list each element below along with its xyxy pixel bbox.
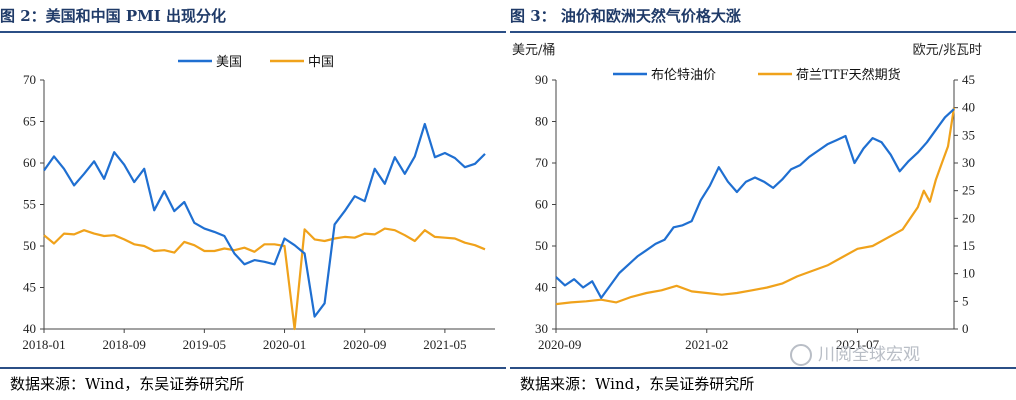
price-line-chart: 美元/桶 欧元/兆瓦时 30 40 50 60 70 80 90 0 5 10 15 20 25 30 35 40… (512, 43, 982, 352)
right-y-tick-label: 20 (962, 210, 975, 225)
figure-panel-usa-china-pmi: 图 2：美国和中国 PMI 出现分化 40 45 50 55 60 65 70 2018-01… (0, 0, 506, 400)
watermark: 川阅全球宏观 (790, 340, 920, 370)
figure-title: 图 2：美国和中国 PMI 出现分化 (0, 7, 227, 25)
left-y-tick-label: 80 (535, 114, 548, 129)
x-tick-label: 2018-01 (22, 337, 65, 352)
source-divider (0, 367, 506, 369)
left-y-tick-label: 70 (535, 155, 548, 170)
right-y-tick-label: 45 (962, 72, 975, 87)
left-y-tick-label: 60 (535, 197, 548, 212)
legend-label: 荷兰TTF天然期货 (796, 67, 901, 83)
legend-label: 布伦特油价 (651, 68, 716, 83)
y-tick-label: 60 (23, 155, 36, 170)
right-y-tick-label: 15 (962, 238, 975, 253)
x-tick-label: 2021-02 (685, 337, 728, 352)
source-note: 数据来源：Wind，东吴证券研究所 (520, 375, 755, 393)
y-tick-label: 40 (23, 321, 36, 336)
series-line-brent (555, 108, 955, 299)
legend-label: 美国 (216, 55, 242, 70)
source-divider (510, 367, 1016, 369)
series-line-ttf (555, 107, 956, 306)
series-line-china (43, 227, 486, 331)
left-y-tick-label: 40 (535, 280, 548, 295)
y-tick-label: 55 (23, 197, 36, 212)
y-tick-label: 50 (23, 238, 36, 253)
right-y-tick-label: 5 (962, 293, 969, 308)
x-tick-label: 2019-05 (183, 337, 226, 352)
y-tick-label: 45 (23, 280, 36, 295)
x-tick-label: 2020-09 (538, 337, 581, 352)
y-tick-label: 65 (23, 114, 36, 129)
left-y-tick-label: 90 (535, 72, 548, 87)
series-line-usa (43, 122, 486, 318)
wechat-icon (790, 344, 812, 366)
right-axis-unit: 欧元/兆瓦时 (913, 43, 982, 58)
right-y-tick-label: 10 (962, 266, 975, 281)
right-y-tick-label: 35 (962, 127, 975, 142)
title-divider (510, 31, 1016, 33)
watermark-text: 川阅全球宏观 (818, 345, 920, 365)
x-tick-label: 2021-05 (423, 337, 466, 352)
x-tick-label: 2020-09 (343, 337, 386, 352)
x-tick-label: 2021-07 (836, 337, 880, 352)
left-y-tick-label: 50 (535, 238, 548, 253)
figure-title: 图 3： 油价和欧洲天然气价格大涨 (510, 7, 741, 25)
left-y-tick-label: 30 (535, 321, 548, 336)
title-divider (0, 31, 506, 33)
right-y-tick-label: 40 (962, 100, 975, 115)
x-tick-label: 2018-09 (103, 337, 146, 352)
y-tick-label: 70 (23, 72, 36, 87)
pmi-line-chart: 40 45 50 55 60 65 70 2018-01 2018-09 2019-05 2020-… (22, 55, 495, 352)
right-y-tick-label: 0 (962, 321, 969, 336)
figure-panel-oil-gas-prices: 图 3： 油价和欧洲天然气价格大涨 美元/桶 欧元/兆瓦时 30 40 50 60 70 80… (510, 0, 1016, 400)
legend-label: 中国 (308, 55, 334, 70)
right-y-tick-label: 30 (962, 155, 975, 170)
x-tick-label: 2020-01 (263, 337, 306, 352)
left-axis-unit: 美元/桶 (512, 43, 555, 58)
right-y-tick-label: 25 (962, 183, 975, 198)
source-note: 数据来源：Wind，东吴证券研究所 (10, 375, 245, 393)
